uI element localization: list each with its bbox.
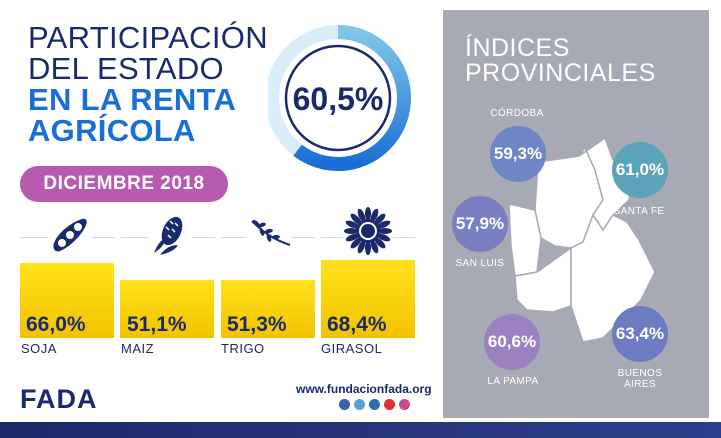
panel-title-line-1: ÍNDICES [465,34,570,62]
title-line-3: EN LA RENTA [28,82,237,117]
headline-gauge: 60,5% [268,25,411,171]
title-line-2: DEL ESTADO [28,51,224,86]
bar-value-label: 51,3% [227,313,287,336]
corn-icon [148,213,192,257]
map-san-luis [508,203,542,277]
province-label-line: AIRES [623,379,656,390]
headline-value: 60,5% [293,81,384,117]
wheat-icon [246,213,292,257]
province-bubble: 59,3% [490,126,546,182]
title-line-1: PARTICIPACIÓN [28,20,268,55]
bar-value-label: 68,4% [327,313,387,336]
youtube-icon[interactable] [384,399,395,410]
sunflower-icon [343,206,393,256]
bar-soja [20,262,114,338]
province-label: SANTA FE [613,206,665,217]
province-bubble: 63,4% [612,306,668,362]
brand-logo: FADA [20,384,98,414]
map-la-pampa [514,246,572,313]
province-label: SAN LUIS [455,258,505,269]
soybean-icon [48,213,92,257]
map-buenos-aires [570,213,656,343]
linkedin-icon[interactable] [369,399,380,410]
facebook-icon[interactable] [339,399,350,410]
province-label-line: BUENOS [617,368,663,379]
province-label: BUENOS AIRES [612,368,668,390]
category-label: GIRASOL [321,341,383,356]
footer-band [0,422,721,438]
category-label: SOJA [21,341,57,356]
bar-maiz [120,279,215,338]
twitter-icon[interactable] [354,399,365,410]
province-bubble: 57,9% [452,196,508,252]
category-label: TRIGO [221,341,265,356]
province-bubble: 60,6% [484,314,540,370]
bar-value-label: 66,0% [26,313,86,336]
bar-girasol [320,260,415,338]
argentina-map [508,136,656,343]
date-badge: DICIEMBRE 2018 [20,166,228,202]
page-title: PARTICIPACIÓN DEL ESTADO EN LA RENTA AGR… [28,22,268,146]
bar-value-label: 51,1% [127,313,187,336]
website-link[interactable]: www.fundacionfada.org [296,382,432,396]
title-line-4: AGRÍCOLA [28,113,196,148]
gauge-inner [284,44,392,152]
gauge-arc [293,25,411,171]
panel-title-line-2: PROVINCIALES [465,59,656,87]
province-bubble: 61,0% [612,142,668,198]
category-label: MAIZ [121,341,155,356]
instagram-icon[interactable] [399,399,410,410]
province-label: CÓRDOBA [490,108,544,119]
panel-title: ÍNDICES PROVINCIALES [465,36,656,86]
province-label: LA PAMPA [487,376,539,387]
bar-trigo [220,279,315,338]
